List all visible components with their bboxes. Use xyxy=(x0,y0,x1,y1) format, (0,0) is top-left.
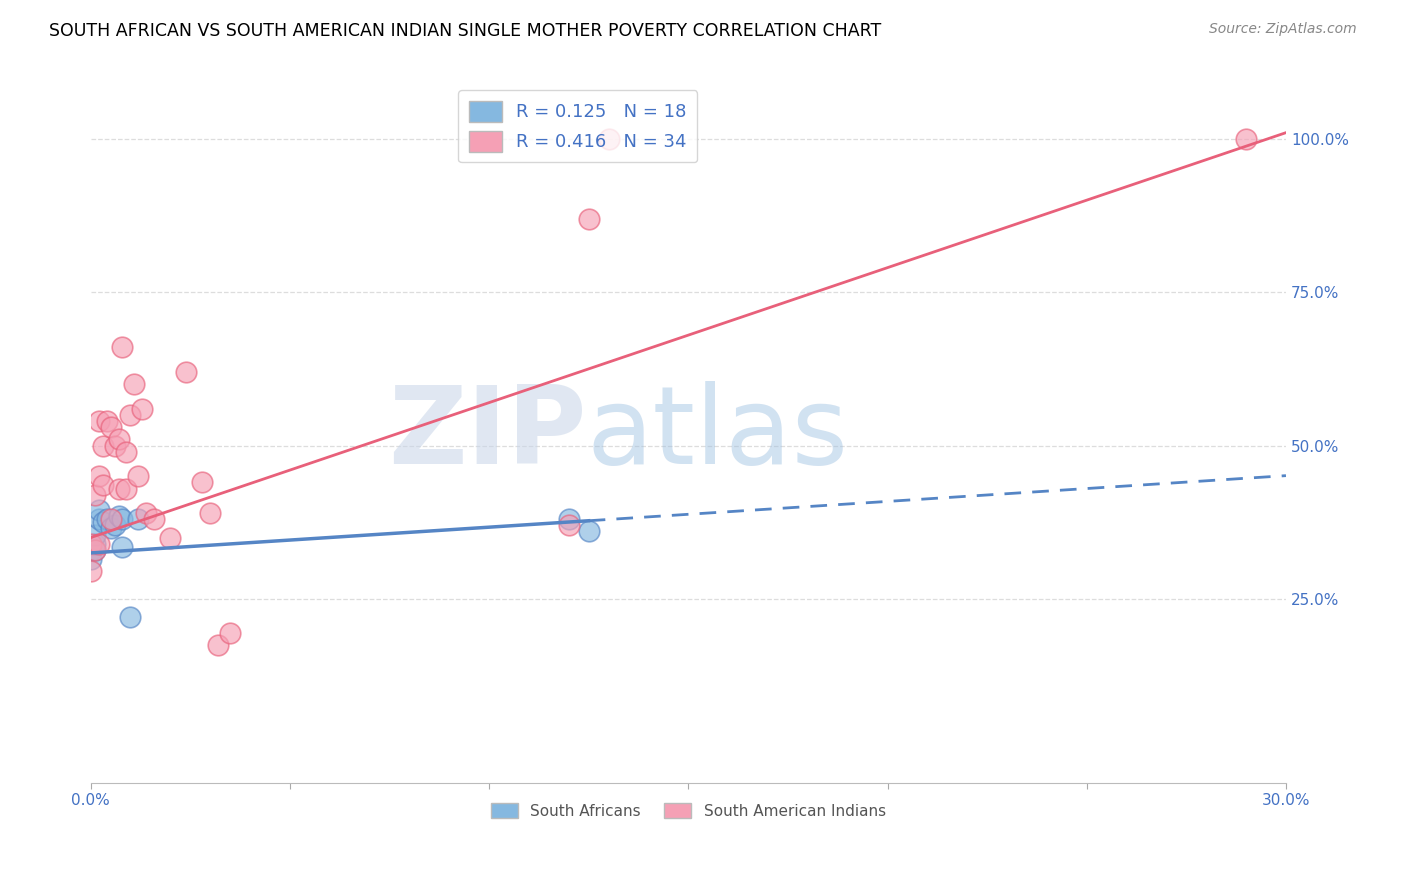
Point xyxy=(135,506,157,520)
Point xyxy=(120,408,142,422)
Point xyxy=(131,401,153,416)
Point xyxy=(91,516,114,530)
Point xyxy=(159,531,181,545)
Text: ZIP: ZIP xyxy=(388,381,586,487)
Point xyxy=(100,521,122,535)
Point xyxy=(103,439,125,453)
Point xyxy=(598,132,620,146)
Point xyxy=(79,537,101,551)
Point xyxy=(127,512,149,526)
Point xyxy=(558,512,581,526)
Point xyxy=(107,509,129,524)
Point xyxy=(111,512,134,526)
Point xyxy=(103,518,125,533)
Legend: South Africans, South American Indians: South Africans, South American Indians xyxy=(485,797,891,825)
Point xyxy=(174,365,197,379)
Text: SOUTH AFRICAN VS SOUTH AMERICAN INDIAN SINGLE MOTHER POVERTY CORRELATION CHART: SOUTH AFRICAN VS SOUTH AMERICAN INDIAN S… xyxy=(49,22,882,40)
Point xyxy=(87,414,110,428)
Point xyxy=(83,542,105,557)
Point xyxy=(143,512,166,526)
Point xyxy=(83,527,105,541)
Point xyxy=(107,433,129,447)
Point xyxy=(115,444,138,458)
Point xyxy=(79,542,101,557)
Point xyxy=(107,482,129,496)
Point xyxy=(87,469,110,483)
Point xyxy=(83,537,105,551)
Point xyxy=(100,420,122,434)
Point xyxy=(79,552,101,566)
Point xyxy=(96,512,118,526)
Point xyxy=(578,211,600,226)
Point xyxy=(87,537,110,551)
Point xyxy=(100,512,122,526)
Point xyxy=(111,540,134,554)
Point xyxy=(124,377,146,392)
Point xyxy=(578,524,600,539)
Point xyxy=(111,340,134,354)
Point xyxy=(79,565,101,579)
Point xyxy=(115,482,138,496)
Point xyxy=(120,610,142,624)
Point xyxy=(87,512,110,526)
Point xyxy=(207,638,229,652)
Point xyxy=(83,488,105,502)
Point xyxy=(198,506,221,520)
Text: atlas: atlas xyxy=(586,381,849,487)
Point xyxy=(83,542,105,557)
Point xyxy=(127,469,149,483)
Point xyxy=(558,518,581,533)
Point xyxy=(96,414,118,428)
Point xyxy=(191,475,214,490)
Point xyxy=(87,503,110,517)
Point xyxy=(91,439,114,453)
Point xyxy=(1234,132,1257,146)
Text: Source: ZipAtlas.com: Source: ZipAtlas.com xyxy=(1209,22,1357,37)
Point xyxy=(219,625,242,640)
Point xyxy=(91,478,114,492)
